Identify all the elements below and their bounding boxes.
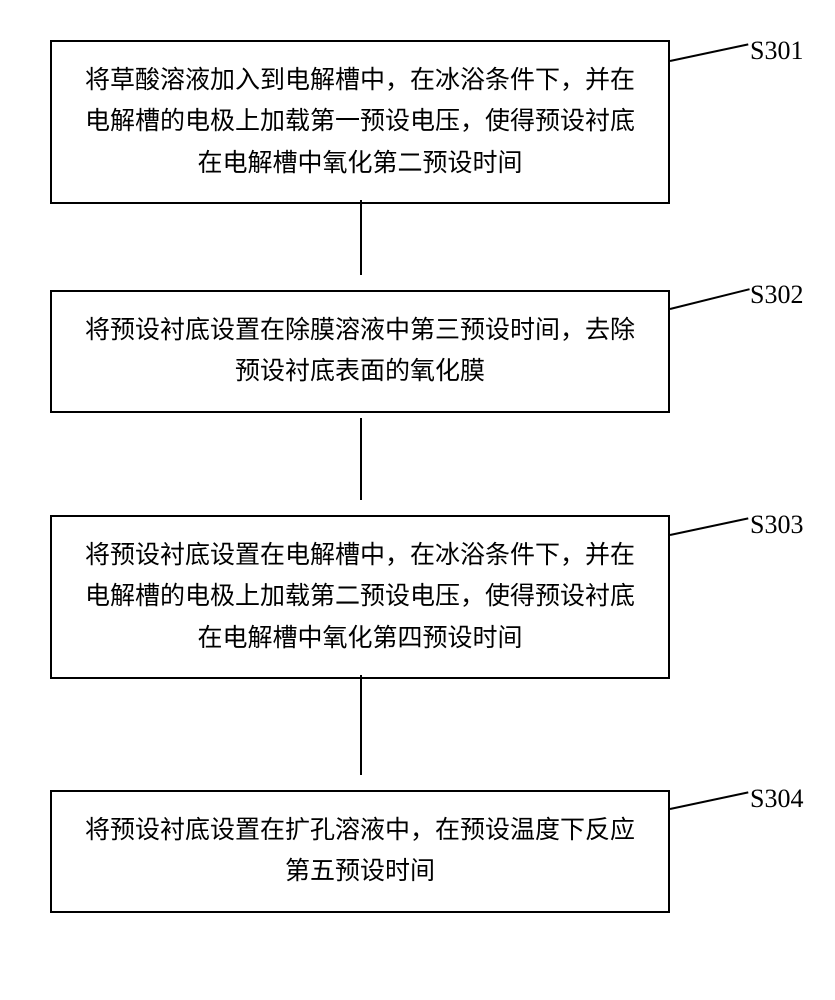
arrow-1 <box>360 200 362 275</box>
step-text-s302: 将预设衬底设置在除膜溶液中第三预设时间，去除预设衬底表面的氧化膜 <box>82 310 638 393</box>
arrow-2 <box>360 418 362 500</box>
step-label-s303: S303 <box>750 510 803 540</box>
leader-line-s301 <box>670 43 749 62</box>
step-text-s304: 将预设衬底设置在扩孔溶液中，在预设温度下反应第五预设时间 <box>82 810 638 893</box>
step-box-s304: 将预设衬底设置在扩孔溶液中，在预设温度下反应第五预设时间 <box>50 790 670 913</box>
step-label-s301: S301 <box>750 36 803 66</box>
step-label-s302: S302 <box>750 280 803 310</box>
arrow-line-3 <box>360 675 362 775</box>
step-text-s301: 将草酸溶液加入到电解槽中，在冰浴条件下，并在电解槽的电极上加载第一预设电压，使得… <box>82 60 638 184</box>
step-box-s303: 将预设衬底设置在电解槽中，在冰浴条件下，并在电解槽的电极上加载第二预设电压，使得… <box>50 515 670 679</box>
leader-line-s302 <box>670 288 750 310</box>
step-box-s301: 将草酸溶液加入到电解槽中，在冰浴条件下，并在电解槽的电极上加载第一预设电压，使得… <box>50 40 670 204</box>
leader-line-s303 <box>670 517 749 536</box>
arrow-line-2 <box>360 418 362 500</box>
step-text-s303: 将预设衬底设置在电解槽中，在冰浴条件下，并在电解槽的电极上加载第二预设电压，使得… <box>82 535 638 659</box>
arrow-line-1 <box>360 200 362 275</box>
arrow-3 <box>360 675 362 775</box>
flowchart-container: 将草酸溶液加入到电解槽中，在冰浴条件下，并在电解槽的电极上加载第一预设电压，使得… <box>0 0 835 1000</box>
leader-line-s304 <box>670 791 749 810</box>
step-label-s304: S304 <box>750 784 803 814</box>
step-box-s302: 将预设衬底设置在除膜溶液中第三预设时间，去除预设衬底表面的氧化膜 <box>50 290 670 413</box>
